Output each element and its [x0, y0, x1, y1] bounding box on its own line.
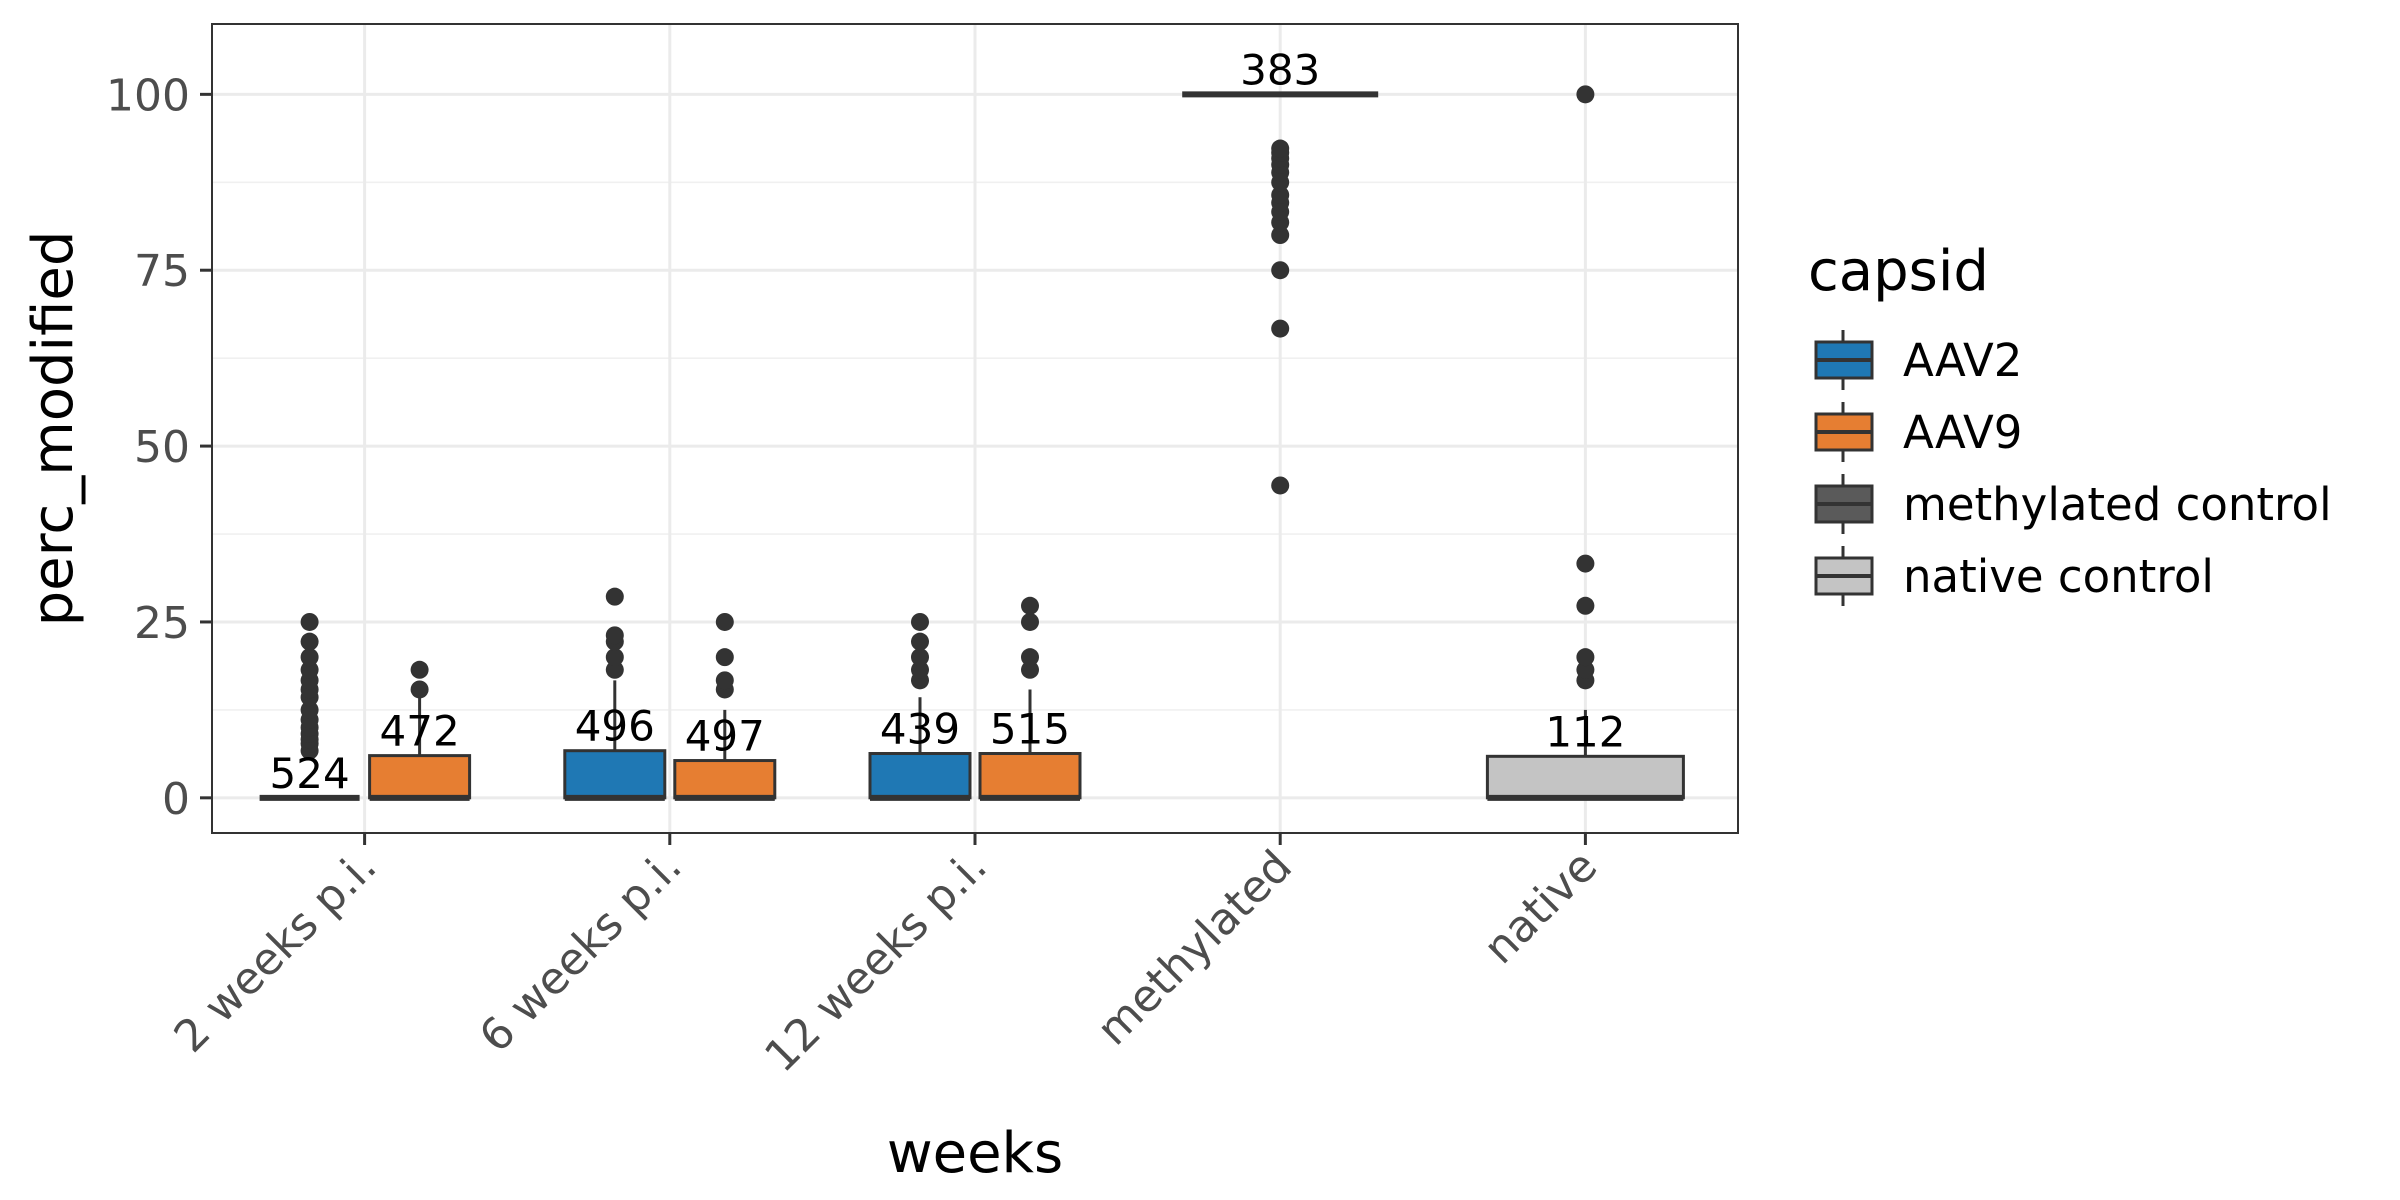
outlier-point	[300, 660, 319, 679]
legend-label: methylated control	[1903, 478, 2332, 531]
count-label: 112	[1545, 707, 1625, 756]
legend-item: methylated control	[1814, 474, 2332, 534]
box-group: 515	[978, 596, 1082, 801]
outlier-point	[410, 660, 429, 679]
outlier-point	[300, 612, 319, 631]
outlier-point	[715, 648, 734, 667]
outlier-point	[1576, 596, 1595, 615]
count-label: 524	[270, 749, 350, 798]
outlier-point	[605, 587, 624, 606]
outlier-point	[1021, 612, 1039, 631]
box-layer: 524 472 496 497 439 515 383 112	[259, 45, 1685, 801]
box-body	[868, 752, 972, 800]
y-tick-label: 25	[134, 598, 190, 649]
outlier-point	[1271, 226, 1290, 245]
outlier-point	[1021, 660, 1039, 679]
box-body	[673, 759, 777, 800]
count-label: 497	[685, 712, 765, 761]
legend-item: native control	[1814, 546, 2214, 606]
y-tick-label: 100	[106, 70, 190, 121]
box-group: 439	[868, 612, 972, 801]
y-tick-label: 50	[134, 422, 190, 473]
outlier-point	[300, 700, 319, 719]
x-axis-title: weeks	[887, 1121, 1063, 1186]
outlier-point	[911, 632, 929, 651]
count-label: 496	[575, 702, 655, 751]
box-group: 497	[673, 612, 777, 801]
outlier-point	[605, 626, 624, 645]
box-group: 112	[1485, 85, 1685, 801]
outlier-point	[911, 612, 929, 631]
outlier-point	[715, 612, 734, 631]
legend-item: AAV9	[1814, 402, 2022, 462]
box-group: 383	[1182, 45, 1379, 495]
outlier-point	[1021, 596, 1039, 615]
outlier-point	[1576, 85, 1595, 104]
outlier-point	[715, 671, 734, 690]
outlier-point	[1271, 319, 1290, 338]
count-label: 439	[880, 705, 960, 754]
box-body	[368, 754, 472, 800]
outlier-point	[1576, 660, 1595, 679]
outlier-point	[605, 660, 624, 679]
outlier-point	[1271, 476, 1290, 495]
y-axis-title: perc_modified	[21, 231, 86, 627]
box-body	[1485, 754, 1685, 800]
y-tick-label: 75	[134, 246, 190, 297]
box-body	[978, 752, 1082, 800]
outlier-point	[1021, 648, 1039, 667]
outlier-point	[410, 680, 429, 699]
outlier-point	[1271, 261, 1290, 280]
legend-label: AAV9	[1903, 406, 2022, 459]
count-label: 383	[1240, 45, 1320, 94]
outlier-point	[1271, 139, 1290, 158]
outlier-point	[1576, 554, 1595, 573]
legend-label: native control	[1903, 550, 2214, 603]
outlier-point	[1576, 648, 1595, 667]
legend-label: AAV2	[1903, 334, 2022, 387]
legend-item: AAV2	[1814, 330, 2022, 390]
outlier-point	[911, 648, 929, 667]
box-body	[563, 749, 667, 800]
box-group: 524	[259, 612, 360, 801]
box-group: 496	[563, 587, 667, 801]
legend-title: capsid	[1808, 239, 1989, 304]
outlier-point	[300, 632, 319, 651]
box-group: 472	[368, 660, 472, 801]
outlier-point	[1271, 185, 1290, 204]
legend: AAV2 AAV9 methylated control native control	[1814, 330, 2332, 606]
y-tick-label: 0	[162, 774, 190, 825]
outlier-point	[605, 648, 624, 667]
outlier-point	[911, 660, 929, 679]
count-label: 472	[380, 707, 460, 756]
grid-layer	[212, 24, 1738, 833]
outlier-point	[300, 648, 319, 667]
count-label: 515	[990, 705, 1070, 754]
